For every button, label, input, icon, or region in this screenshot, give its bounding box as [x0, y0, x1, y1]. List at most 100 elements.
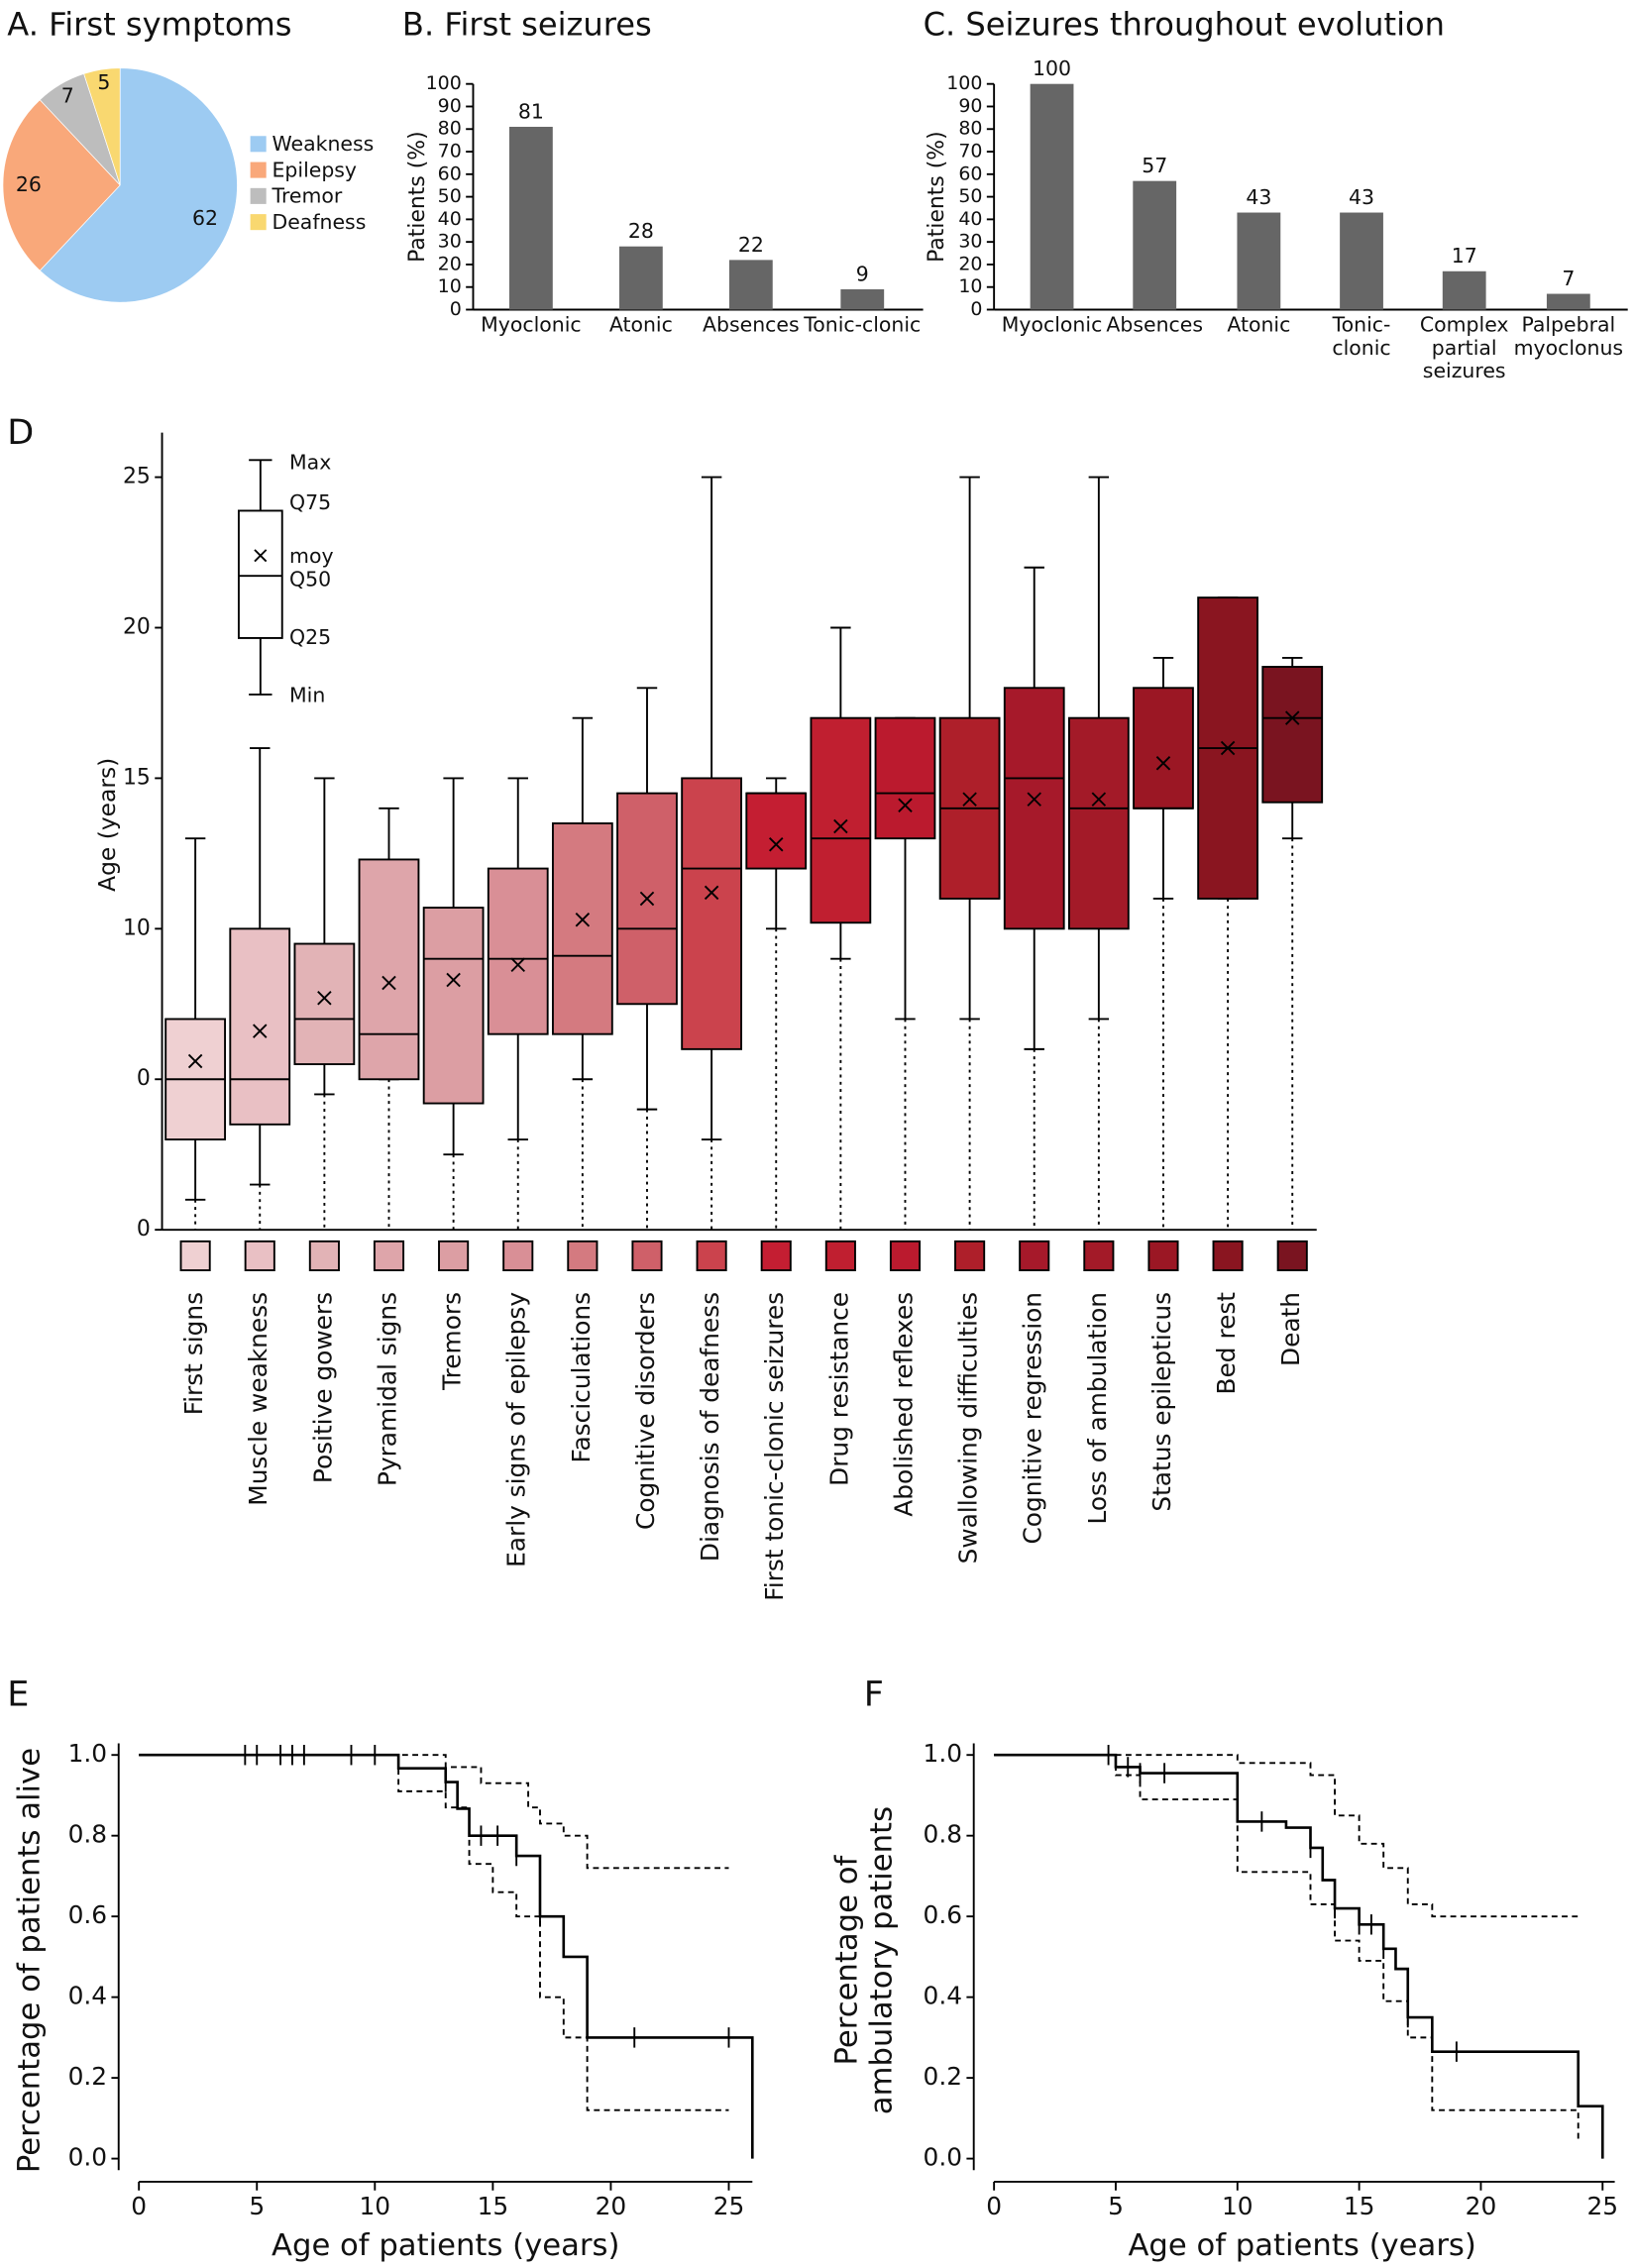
survival-curve	[994, 1753, 1604, 2159]
slice-label: 7	[61, 83, 74, 107]
mean-marker	[446, 972, 461, 988]
value-label: 100	[1033, 56, 1071, 80]
value-label: 17	[1452, 244, 1477, 268]
x-axis-title: Age of patients (years)	[1128, 2228, 1475, 2263]
mean-marker	[1284, 710, 1300, 725]
legend-swatch	[250, 136, 267, 153]
x-tick-label: 25	[1586, 2192, 1618, 2220]
color-key	[179, 1240, 211, 1271]
x-tick-label: Myoclonic	[1001, 313, 1103, 338]
y-tick-label: 0	[970, 298, 982, 320]
bar	[1030, 83, 1074, 310]
y-tick-label: 40	[438, 208, 462, 230]
color-key	[696, 1240, 727, 1271]
y-axis-title: Percentage of ambulatory patients	[828, 1805, 899, 2115]
x-tick-label: 15	[1344, 2192, 1375, 2220]
mean-marker	[1220, 740, 1236, 756]
y-tick-label: 0.6	[68, 1900, 107, 1929]
chart-title: A. First symptoms	[7, 5, 291, 43]
y-tick-label: 60	[438, 162, 462, 184]
legend-box	[237, 509, 283, 639]
y-tick-label: 20	[958, 253, 982, 274]
x-tick-label-box: Myoclonic	[1001, 313, 1103, 338]
y-axis-title-box: Percentage of ambulatory patients	[828, 1805, 899, 2115]
mean-marker	[704, 885, 719, 901]
x-tick-label-box: Complex partial seizures	[1420, 314, 1509, 383]
x-tick-label: Bed rest	[1212, 1292, 1241, 1395]
x-tick-label: Atonic	[608, 313, 673, 338]
x-tick-label: Atonic	[1227, 313, 1291, 338]
color-key	[824, 1240, 856, 1271]
y-axis-title: Percentage of patients alive	[11, 1747, 47, 2174]
legend-label: moy	[289, 544, 334, 568]
mean-marker	[1091, 792, 1107, 807]
legend-label: Min	[289, 683, 325, 706]
color-key	[631, 1240, 663, 1271]
x-tick-label-box: Atonic	[608, 313, 673, 338]
mean-marker	[639, 891, 655, 907]
value-label: 57	[1142, 154, 1167, 177]
y-tick-label: 0.4	[68, 1982, 107, 2010]
color-key	[1276, 1240, 1308, 1271]
x-tick-label: 10	[1222, 2192, 1254, 2220]
color-key	[760, 1240, 792, 1271]
y-tick-label: 80	[958, 118, 982, 140]
color-key	[567, 1240, 599, 1271]
bar	[728, 260, 773, 310]
legend-label: Tremor	[272, 184, 343, 208]
value-label: 81	[518, 99, 544, 123]
color-key	[373, 1240, 405, 1271]
x-tick-label: Pyramidal signs	[373, 1292, 401, 1486]
x-tick-label: Myoclonic	[481, 313, 582, 338]
chart-title: C. Seizures throughout evolution	[924, 5, 1445, 43]
x-tick-label: Tonic- clonic	[1332, 313, 1391, 361]
pie-slice	[39, 67, 238, 303]
box	[1261, 666, 1324, 804]
legend-swatch	[250, 162, 267, 178]
panel-label: F	[864, 1674, 884, 1714]
x-tick-label: Diagnosis of deafness	[696, 1292, 724, 1562]
bar	[1237, 212, 1281, 310]
x-tick-label: Cognitive regression	[1019, 1292, 1047, 1545]
x-tick-label: Abolished reflexes	[889, 1292, 918, 1517]
y-tick-label: 50	[958, 185, 982, 207]
x-tick-label: Absences	[1106, 313, 1204, 338]
y-tick-label: 15	[123, 765, 151, 790]
color-key	[308, 1240, 340, 1271]
y-tick-label: 70	[958, 141, 982, 162]
slice-label: 5	[97, 70, 110, 94]
color-key	[1212, 1240, 1244, 1271]
x-tick-label: Tonic-clonic	[804, 313, 922, 338]
x-tick-label: 20	[1466, 2192, 1497, 2220]
box	[293, 942, 356, 1066]
legend-label: Epilepsy	[272, 158, 358, 181]
box	[810, 716, 872, 924]
x-tick-label: Muscle weakness	[244, 1292, 272, 1506]
x-tick-label: Positive gowers	[308, 1292, 337, 1483]
y-tick-label: 90	[438, 95, 462, 117]
mean-marker	[1027, 792, 1041, 807]
confidence-bound	[139, 1754, 729, 2111]
legend-mean	[254, 549, 268, 563]
y-axis-title: Patients (%)	[405, 131, 430, 262]
color-key	[244, 1240, 275, 1271]
bar	[840, 288, 885, 310]
y-tick-label: 30	[958, 231, 982, 253]
x-tick-label: Cognitive disorders	[631, 1292, 660, 1530]
mean-marker	[962, 792, 977, 807]
x-axis-title: Age of patients (years)	[272, 2228, 619, 2263]
y-tick-label: 0	[137, 1217, 151, 1242]
mean-marker	[253, 1024, 268, 1038]
y-tick-label: 70	[438, 141, 462, 162]
x-tick-label: Death	[1276, 1292, 1305, 1366]
value-label: 43	[1246, 185, 1271, 209]
y-tick-label: 0.0	[924, 2143, 962, 2172]
bar	[1546, 293, 1590, 310]
mean-marker	[575, 912, 591, 927]
x-tick-label: 20	[596, 2192, 627, 2220]
mean-marker	[317, 990, 332, 1006]
mean-marker	[187, 1053, 203, 1069]
y-tick-label: 100	[426, 72, 462, 94]
x-tick-label-box: Absences	[1106, 313, 1204, 338]
